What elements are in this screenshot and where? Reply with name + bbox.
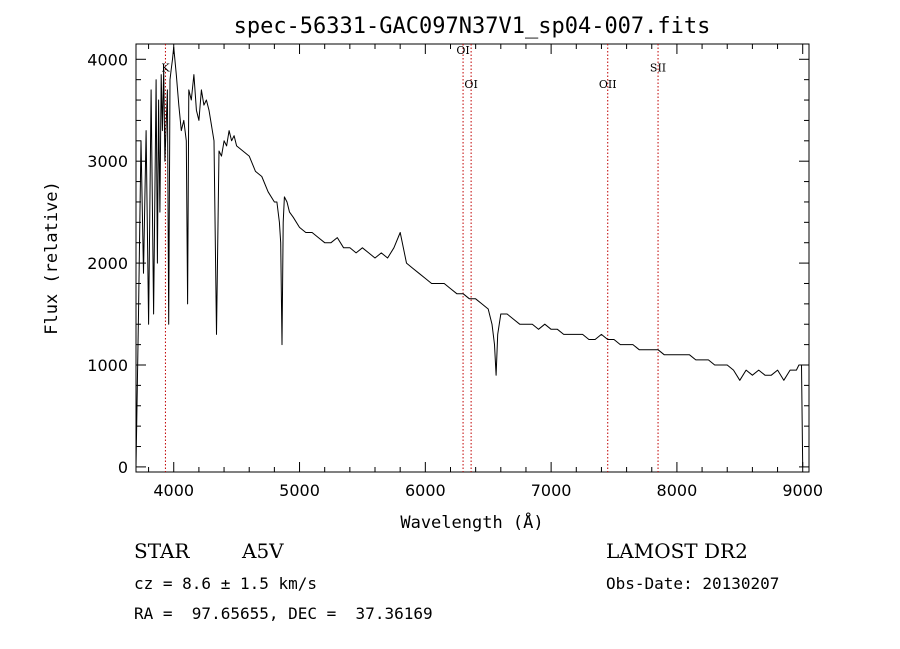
line-marker-label: K bbox=[161, 62, 170, 75]
y-tick-label: 3000 bbox=[87, 152, 128, 171]
axis-ticks: 4000 5000 6000 7000 8000 9000 0 1000 2000 3000 400… bbox=[87, 44, 823, 500]
x-axis-label: Wavelength (Å) bbox=[400, 511, 543, 533]
coordinates: RA = 97.65655, DEC = 37.36169 bbox=[134, 604, 433, 623]
object-subclass: A5V bbox=[242, 539, 284, 563]
line-marker-label: OI bbox=[464, 78, 477, 91]
y-tick-label: 0 bbox=[118, 458, 128, 477]
y-tick-label: 2000 bbox=[87, 254, 128, 273]
line-marker-label: SII bbox=[650, 62, 666, 75]
y-tick-label: 1000 bbox=[87, 356, 128, 375]
x-tick-label: 6000 bbox=[405, 481, 446, 500]
observation-date: Obs-Date: 20130207 bbox=[606, 574, 780, 593]
x-tick-label: 9000 bbox=[782, 481, 823, 500]
y-tick-label: 4000 bbox=[87, 50, 128, 69]
x-tick-label: 8000 bbox=[657, 481, 698, 500]
y-axis-label: Flux (relative) bbox=[42, 181, 62, 335]
x-tick-label: 4000 bbox=[153, 481, 194, 500]
survey-name: LAMOST DR2 bbox=[606, 539, 748, 563]
line-marker-label: OI bbox=[456, 44, 469, 57]
object-class: STAR bbox=[134, 539, 190, 563]
plot-frame bbox=[135, 43, 810, 473]
redshift-cz: cz = 8.6 ± 1.5 km/s bbox=[134, 574, 318, 593]
line-markers: K OI OI OII SII bbox=[161, 44, 666, 472]
x-tick-label: 7000 bbox=[531, 481, 572, 500]
chart-title: spec-56331-GAC097N37V1_sp04-007.fits bbox=[234, 14, 711, 39]
line-marker-label: OII bbox=[599, 78, 617, 91]
x-tick-label: 5000 bbox=[279, 481, 320, 500]
spectrum-line bbox=[135, 46, 804, 467]
